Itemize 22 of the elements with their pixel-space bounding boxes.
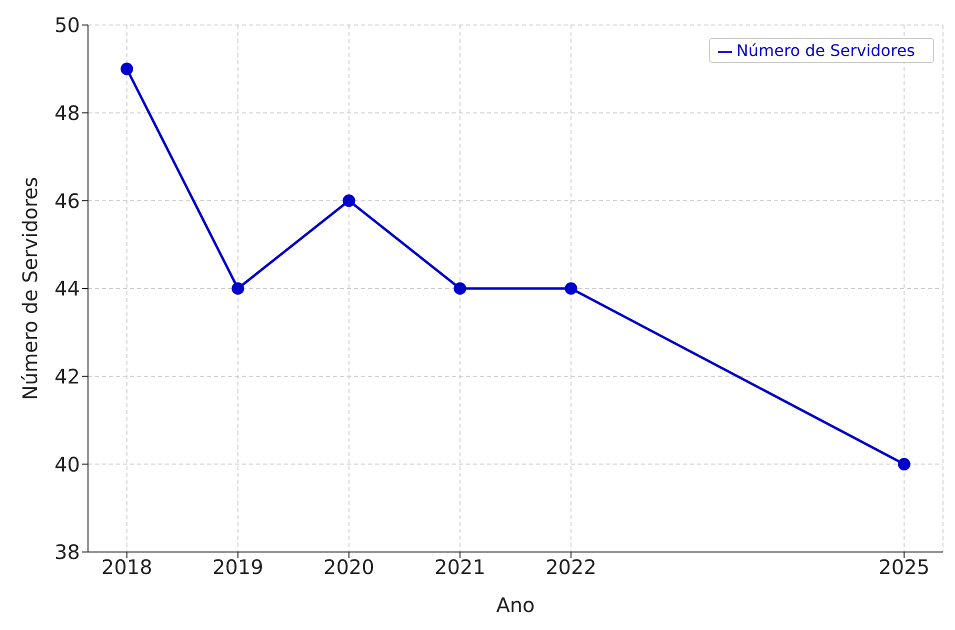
x-axis-title: Ano — [496, 593, 535, 617]
y-tick-label: 42 — [54, 364, 80, 388]
x-tick-label: 2021 — [434, 555, 486, 580]
point — [898, 458, 910, 470]
y-tick-label: 46 — [54, 188, 80, 213]
x-tick-label: 2019 — [212, 555, 264, 580]
point — [564, 282, 578, 295]
y-tick-label: 38 — [54, 540, 80, 564]
point — [342, 194, 356, 207]
y-tick-label: 48 — [54, 100, 80, 125]
point — [120, 62, 134, 76]
x-tick-label: 2018 — [101, 555, 152, 580]
y-tick-label: 50 — [54, 13, 80, 38]
x-tick-label: 2020 — [323, 555, 374, 580]
y-tick-label: 44 — [54, 276, 80, 301]
y-axis-title: Número de Servidores — [18, 176, 42, 400]
y-tick-label: 40 — [54, 452, 80, 476]
x-tick-label: 2025 — [878, 555, 930, 580]
legend-label: Número de Servidores — [736, 41, 915, 60]
point — [232, 282, 244, 295]
x-tick-label: 2022 — [546, 555, 596, 580]
point — [454, 282, 466, 295]
